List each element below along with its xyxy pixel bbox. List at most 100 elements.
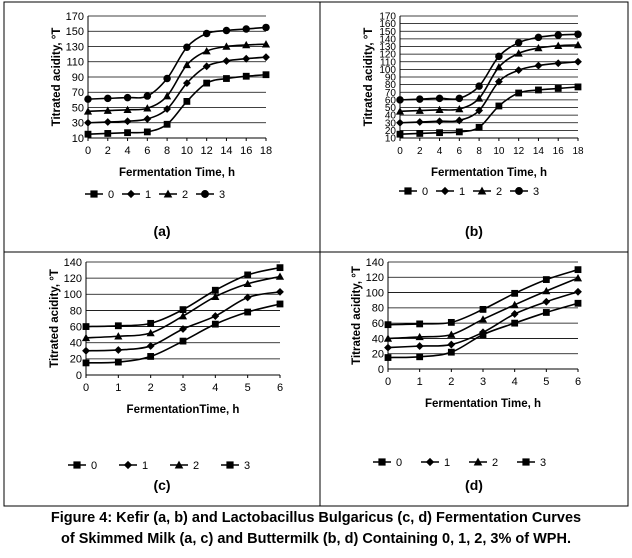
legend-marker	[201, 190, 209, 198]
x-tick-label: 2	[105, 145, 111, 157]
data-point	[479, 328, 487, 337]
data-point	[447, 340, 456, 349]
data-point	[435, 94, 444, 103]
y-tick-label: 10	[72, 133, 84, 145]
y-axis-title: Titrated acidity, °T	[351, 266, 363, 365]
data-point	[84, 130, 92, 138]
data-point	[514, 49, 523, 57]
y-tick-label: 120	[64, 273, 82, 285]
chart-panel-2: 1020304050607080901001101201301401501601…	[319, 1, 629, 253]
x-tick-label: 1	[417, 376, 423, 388]
y-tick-label: 140	[379, 34, 396, 45]
data-point	[182, 60, 191, 69]
y-tick-label: 40	[70, 338, 82, 350]
y-axis-title: Titrated acidity, °T	[363, 28, 375, 127]
data-point	[276, 287, 284, 296]
legend-marker	[522, 458, 530, 466]
data-point	[211, 286, 219, 294]
x-tick-label: 8	[164, 145, 170, 157]
x-tick-label: 0	[83, 382, 89, 394]
data-point	[455, 116, 464, 125]
x-tick-label: 6	[277, 382, 283, 394]
series-0	[396, 83, 582, 138]
data-point	[495, 52, 503, 61]
legend-marker	[440, 186, 450, 196]
y-tick-label: 140	[64, 257, 82, 269]
y-tick-label: 30	[72, 118, 84, 130]
data-point	[384, 343, 392, 352]
data-point	[383, 334, 393, 342]
data-point	[511, 289, 519, 297]
legend-label: 2	[193, 460, 199, 472]
data-point	[573, 40, 583, 49]
y-tick-label: 100	[366, 287, 384, 299]
x-tick-label: 6	[144, 145, 150, 157]
figure-caption-line-1: Figure 4: Kefir (a, b) and Lactobacillus…	[50, 510, 582, 526]
y-tick-label: 120	[379, 50, 396, 61]
legend-label: 1	[459, 186, 465, 198]
data-point	[478, 315, 488, 323]
y-tick-label: 150	[379, 27, 396, 38]
legend-label: 0	[396, 457, 402, 469]
y-tick-label: 10	[385, 134, 397, 145]
data-point	[179, 306, 187, 314]
series-line	[87, 26, 267, 100]
y-tick-label: 20	[70, 354, 82, 366]
data-point	[514, 66, 523, 75]
x-tick-label: 3	[480, 376, 486, 388]
series-3	[384, 266, 582, 329]
data-point	[81, 333, 91, 342]
data-point	[114, 322, 122, 330]
y-tick-label: 110	[380, 57, 396, 68]
data-point	[554, 85, 562, 92]
legend-marker	[163, 189, 173, 198]
data-point	[542, 286, 551, 295]
data-point	[415, 342, 424, 350]
data-point	[574, 287, 582, 296]
legend-label: 3	[219, 189, 225, 201]
data-point	[82, 346, 90, 355]
data-point	[123, 105, 132, 114]
x-tick-label: 16	[553, 146, 565, 157]
legend: 0 1 2 3	[85, 189, 225, 201]
legend-marker	[425, 457, 435, 467]
data-point	[104, 130, 112, 137]
data-point	[146, 342, 155, 350]
y-tick-label: 30	[385, 118, 397, 129]
data-point	[242, 72, 250, 80]
data-point	[554, 31, 562, 39]
legend: 0 1 2 3	[373, 457, 546, 469]
y-tick-label: 20	[372, 349, 384, 361]
y-tick-label: 70	[385, 88, 397, 99]
data-point	[103, 118, 112, 126]
legend-label: 2	[492, 457, 498, 469]
data-point	[163, 74, 171, 83]
data-point	[275, 272, 285, 280]
legend-marker	[174, 460, 184, 469]
legend: 0 1 2 3	[68, 460, 250, 472]
x-tick-label: 18	[572, 146, 584, 157]
data-point	[244, 308, 252, 316]
data-point	[542, 297, 551, 306]
x-tick-label: 1	[115, 382, 121, 394]
y-tick-label: 150	[66, 26, 84, 38]
x-tick-label: 14	[533, 146, 545, 157]
series-1	[84, 53, 270, 127]
y-axis-title: Titrated acidity, °T	[49, 269, 61, 368]
y-tick-label: 120	[366, 272, 384, 284]
x-tick-label: 5	[245, 382, 251, 394]
data-point	[103, 106, 112, 114]
data-point	[104, 94, 112, 103]
y-tick-label: 170	[379, 12, 396, 23]
data-point	[475, 123, 483, 131]
legend-marker	[477, 186, 487, 195]
y-tick-label: 80	[385, 80, 397, 91]
panel-label: (a)	[153, 223, 170, 239]
data-point	[415, 118, 424, 126]
legend-label: 3	[244, 460, 250, 472]
y-tick-label: 0	[378, 364, 384, 376]
data-point	[416, 95, 424, 103]
